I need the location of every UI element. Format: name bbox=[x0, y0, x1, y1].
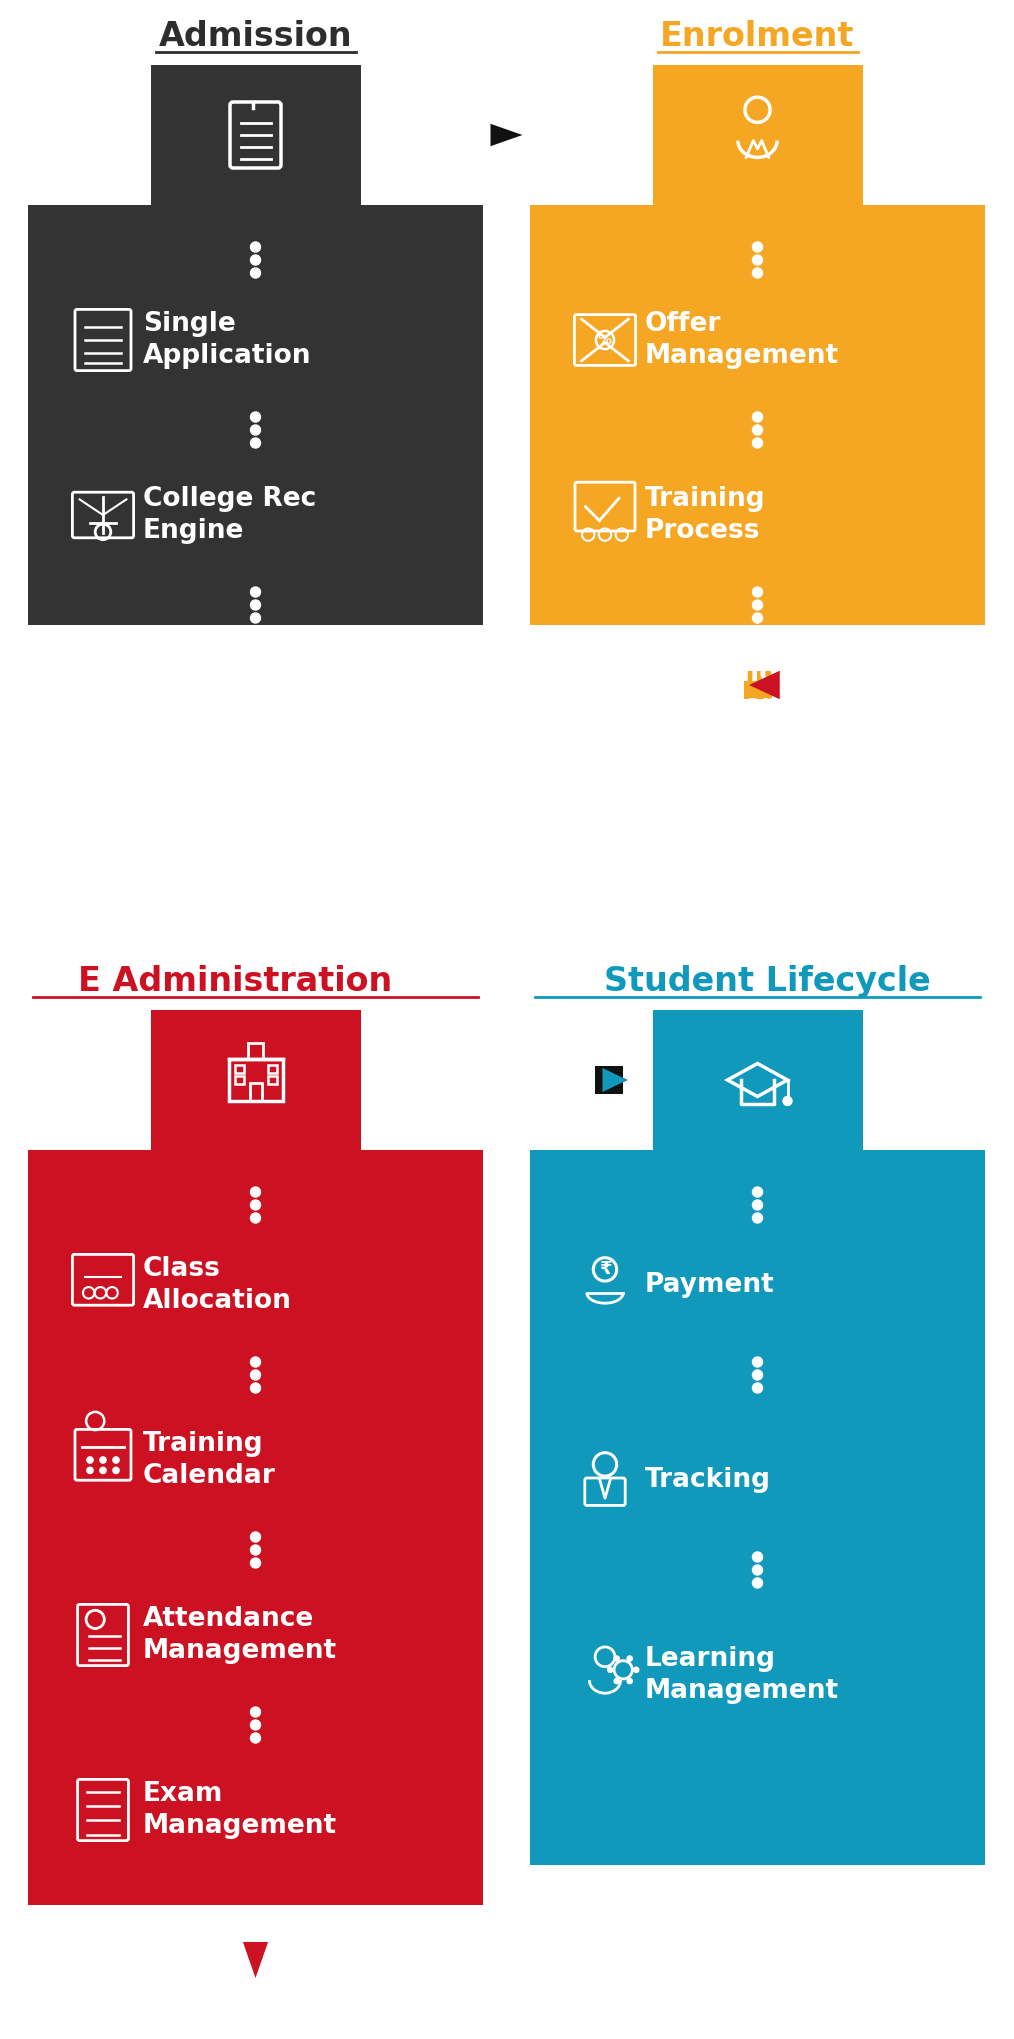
Bar bbox=[248, 1042, 263, 1058]
Polygon shape bbox=[749, 671, 780, 699]
Circle shape bbox=[87, 1458, 93, 1464]
Text: Offer
Management: Offer Management bbox=[645, 312, 840, 369]
Circle shape bbox=[752, 1201, 763, 1209]
Circle shape bbox=[250, 1358, 261, 1366]
Text: Single
Application: Single Application bbox=[143, 312, 311, 369]
Text: Exam
Management: Exam Management bbox=[143, 1780, 337, 1839]
Text: ₹: ₹ bbox=[598, 1260, 611, 1278]
Circle shape bbox=[250, 1721, 261, 1729]
Bar bbox=[228, 1058, 283, 1101]
Circle shape bbox=[113, 1468, 119, 1474]
Circle shape bbox=[250, 1546, 261, 1556]
Circle shape bbox=[250, 1370, 261, 1380]
Bar bbox=[268, 1064, 277, 1073]
Circle shape bbox=[250, 424, 261, 434]
Text: Profile
Management: Profile Management bbox=[143, 661, 337, 720]
Circle shape bbox=[250, 243, 261, 253]
Bar bbox=[268, 1075, 277, 1085]
Circle shape bbox=[250, 1707, 261, 1717]
Bar bbox=[249, 1083, 262, 1101]
Circle shape bbox=[113, 1458, 119, 1464]
Polygon shape bbox=[602, 1068, 628, 1093]
Circle shape bbox=[250, 1213, 261, 1223]
Bar bbox=[150, 1009, 361, 1152]
Bar bbox=[652, 1009, 863, 1152]
Circle shape bbox=[752, 587, 763, 597]
Circle shape bbox=[250, 267, 261, 277]
Circle shape bbox=[100, 1458, 106, 1464]
Bar bbox=[743, 671, 772, 699]
Bar bbox=[652, 65, 863, 208]
Circle shape bbox=[783, 1097, 792, 1105]
Text: Auto Migration
Management: Auto Migration Management bbox=[645, 661, 868, 720]
Bar bbox=[530, 206, 985, 626]
Circle shape bbox=[250, 599, 261, 610]
Text: Training
Process: Training Process bbox=[645, 485, 766, 544]
Circle shape bbox=[752, 1370, 763, 1380]
Circle shape bbox=[752, 1358, 763, 1366]
Polygon shape bbox=[491, 124, 522, 147]
Circle shape bbox=[87, 1468, 93, 1474]
Circle shape bbox=[752, 412, 763, 422]
Bar bbox=[234, 1075, 243, 1085]
Polygon shape bbox=[243, 1941, 268, 1978]
Circle shape bbox=[752, 1187, 763, 1197]
Text: E Administration: E Administration bbox=[78, 964, 392, 997]
Text: Training
Calendar: Training Calendar bbox=[143, 1431, 276, 1488]
Text: College Rec
Engine: College Rec Engine bbox=[143, 485, 316, 544]
Circle shape bbox=[250, 412, 261, 422]
Circle shape bbox=[752, 255, 763, 265]
Text: Attendance
Management: Attendance Management bbox=[143, 1607, 337, 1664]
Text: Enrolment: Enrolment bbox=[660, 20, 855, 53]
Circle shape bbox=[752, 267, 763, 277]
Circle shape bbox=[614, 1656, 620, 1662]
Circle shape bbox=[752, 243, 763, 253]
Circle shape bbox=[250, 1558, 261, 1568]
Circle shape bbox=[250, 1733, 261, 1743]
Bar bbox=[28, 1150, 483, 1904]
Text: Tracking: Tracking bbox=[645, 1466, 771, 1493]
Circle shape bbox=[752, 1382, 763, 1393]
Text: Class
Allocation: Class Allocation bbox=[143, 1256, 292, 1313]
Bar bbox=[234, 1064, 243, 1073]
Circle shape bbox=[250, 1201, 261, 1209]
Circle shape bbox=[752, 1552, 763, 1562]
Bar bbox=[28, 206, 483, 626]
Circle shape bbox=[250, 1531, 261, 1541]
Bar bbox=[150, 65, 361, 208]
Polygon shape bbox=[602, 1068, 628, 1093]
Circle shape bbox=[627, 1678, 633, 1684]
Text: Learning
Management: Learning Management bbox=[645, 1645, 840, 1705]
Circle shape bbox=[250, 1187, 261, 1197]
Circle shape bbox=[250, 438, 261, 449]
Circle shape bbox=[634, 1668, 639, 1672]
Circle shape bbox=[752, 599, 763, 610]
Circle shape bbox=[752, 1566, 763, 1574]
Circle shape bbox=[250, 614, 261, 624]
Circle shape bbox=[250, 587, 261, 597]
Text: Student Lifecycle: Student Lifecycle bbox=[604, 964, 931, 997]
Circle shape bbox=[752, 614, 763, 624]
Circle shape bbox=[614, 1678, 620, 1684]
Circle shape bbox=[752, 424, 763, 434]
Circle shape bbox=[752, 438, 763, 449]
Circle shape bbox=[752, 1213, 763, 1223]
Circle shape bbox=[100, 1468, 106, 1474]
Circle shape bbox=[752, 1578, 763, 1588]
Text: %: % bbox=[598, 332, 612, 347]
Circle shape bbox=[607, 1668, 612, 1672]
Circle shape bbox=[627, 1656, 633, 1662]
Circle shape bbox=[250, 1382, 261, 1393]
Text: Payment: Payment bbox=[645, 1272, 775, 1299]
Text: Admission: Admission bbox=[158, 20, 352, 53]
Bar bbox=[594, 1066, 623, 1095]
Bar bbox=[530, 1150, 985, 1866]
Polygon shape bbox=[749, 671, 780, 699]
Circle shape bbox=[250, 255, 261, 265]
